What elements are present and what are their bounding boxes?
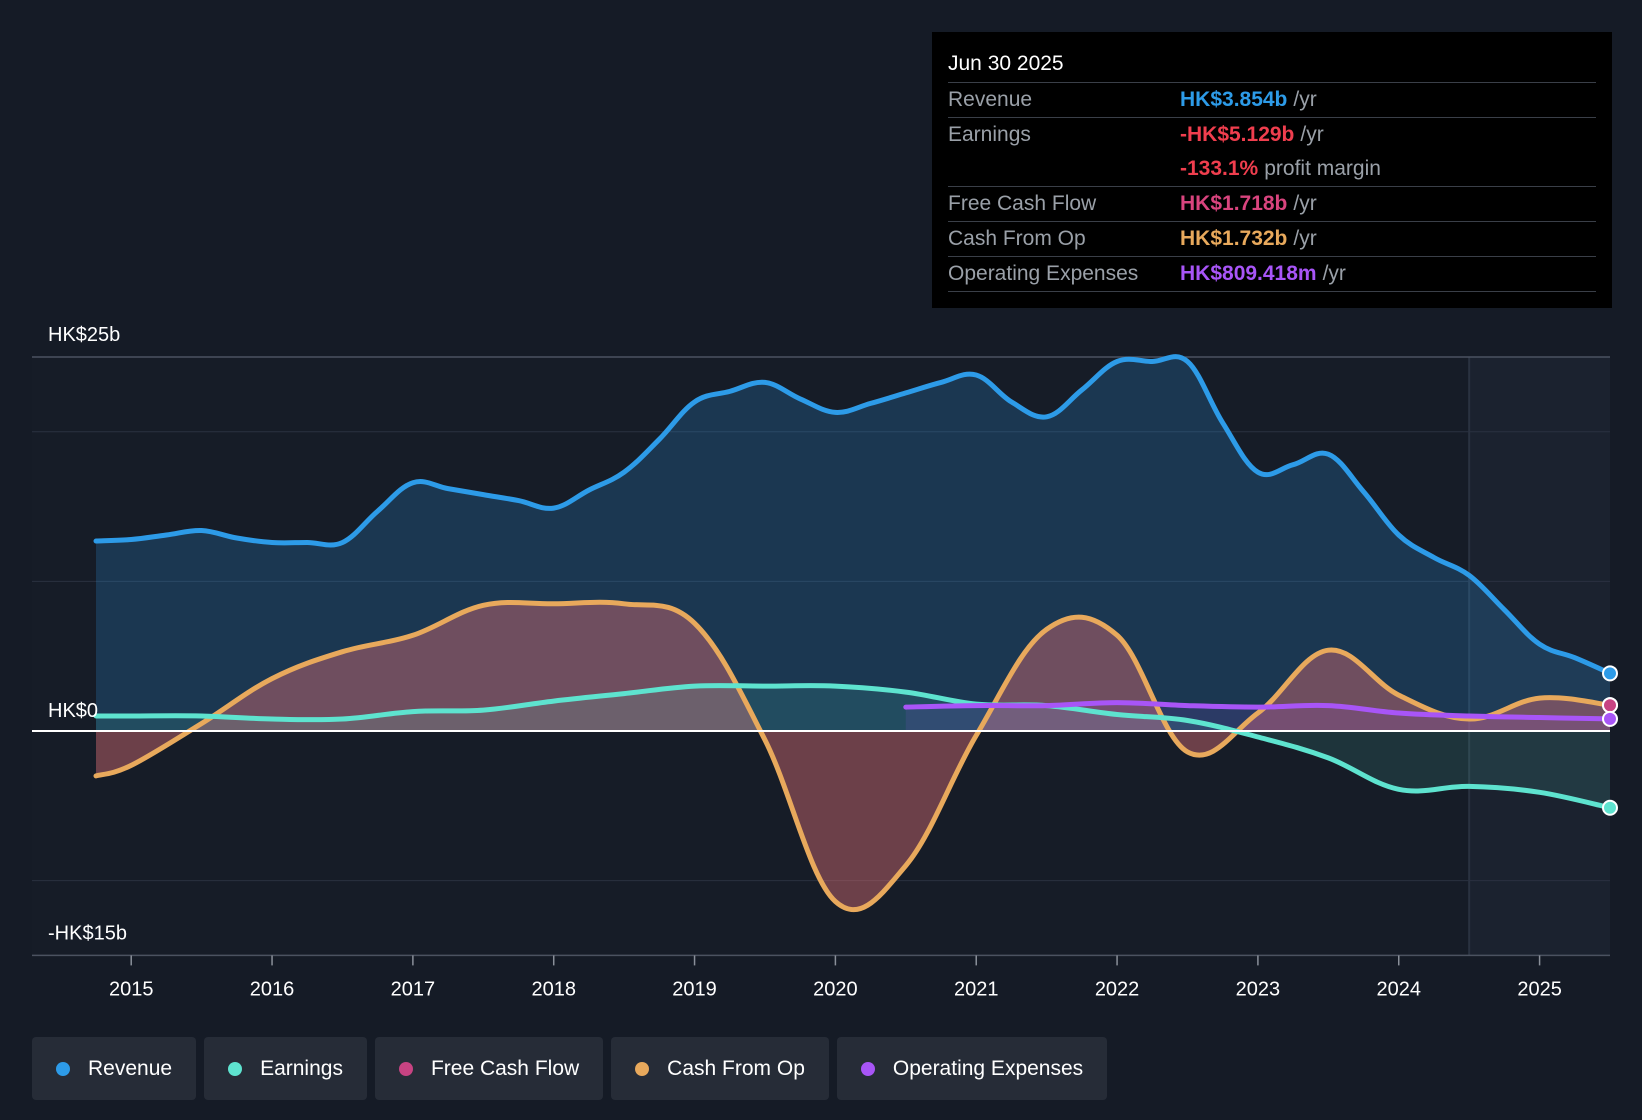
- area-free-cash-flow: [96, 602, 1610, 910]
- tooltip-row-profit-margin: -133.1% profit margin: [948, 152, 1596, 186]
- tooltip-value: HK$809.418m: [1180, 262, 1317, 285]
- tooltip-row-earnings: Earnings -HK$5.129b /yr: [948, 117, 1596, 152]
- x-tick-label: 2017: [391, 978, 436, 1000]
- legend-dot-icon: [635, 1061, 650, 1076]
- legend-dot-icon: [860, 1061, 875, 1076]
- x-tick-label: 2024: [1376, 978, 1421, 1000]
- end-marker-revenue[interactable]: [1602, 665, 1618, 682]
- tooltip-divider: [948, 291, 1596, 292]
- tooltip-value: -133.1%: [1180, 157, 1259, 180]
- y-axis-label: HK$25b: [48, 324, 120, 346]
- series-lines: [93, 354, 1613, 913]
- tooltip-value: -HK$5.129b: [1180, 123, 1295, 146]
- line-earnings: [93, 683, 1613, 811]
- legend-label: Revenue: [88, 1056, 173, 1080]
- series-areas: [96, 356, 1610, 910]
- forecast-region: [1469, 357, 1610, 956]
- x-tick-label: 2018: [531, 978, 576, 1000]
- x-tick-label: 2021: [954, 978, 999, 1000]
- legend-dot-icon: [398, 1061, 413, 1076]
- y-axis-label: HK$0: [48, 700, 98, 722]
- tooltip-value: HK$1.718b: [1180, 192, 1288, 215]
- x-tick-label: 2022: [1095, 978, 1140, 1000]
- end-markers[interactable]: [1602, 665, 1618, 816]
- tooltip-unit: /yr: [1293, 192, 1317, 215]
- legend-item-earnings[interactable]: Earnings: [204, 1037, 367, 1100]
- area-earnings: [96, 685, 1610, 808]
- x-tick-label: 2019: [672, 978, 717, 1000]
- tooltip-row-cash-from-op: Cash From Op HK$1.732b /yr: [948, 221, 1596, 256]
- x-tick-label: 2016: [250, 978, 295, 1000]
- end-marker-operating-expenses[interactable]: [1602, 710, 1618, 727]
- x-tick-label: 2015: [109, 978, 154, 1000]
- legend-item-revenue[interactable]: Revenue: [32, 1037, 197, 1100]
- legend-dot-icon: [228, 1061, 243, 1076]
- tooltip-unit: profit margin: [1264, 157, 1381, 180]
- area-cash-from-op: [96, 602, 1610, 910]
- tooltip-label: Revenue: [948, 88, 1033, 111]
- tooltip-unit: /yr: [1293, 227, 1317, 250]
- legend-dot-icon: [56, 1061, 70, 1076]
- line-operating-expenses: [903, 700, 1613, 722]
- legend-label: Cash From Op: [667, 1056, 805, 1080]
- tooltip-value: HK$1.732b: [1180, 227, 1288, 250]
- area-revenue: [96, 356, 1610, 731]
- tooltip-unit: /yr: [1300, 123, 1324, 146]
- tooltip-label: Free Cash Flow: [948, 192, 1097, 215]
- legend-label: Earnings: [260, 1056, 343, 1080]
- legend-item-free-cash-flow[interactable]: Free Cash Flow: [374, 1037, 604, 1100]
- tooltip-label: [948, 152, 1180, 186]
- x-tick-label: 2025: [1517, 978, 1562, 1000]
- legend-label: Free Cash Flow: [430, 1056, 580, 1080]
- legend: Revenue Earnings Free Cash Flow Cash Fro…: [32, 1037, 1108, 1100]
- legend-item-cash-from-op[interactable]: Cash From Op: [611, 1037, 829, 1100]
- y-axis-label: -HK$15b: [48, 922, 127, 944]
- legend-item-operating-expenses[interactable]: Operating Expenses: [836, 1037, 1108, 1100]
- x-tick-label: 2023: [1236, 978, 1281, 1000]
- axes: 2015 2016 2017 2018 2019 2020 2021 2022 2023 2024…: [32, 324, 1610, 1000]
- tooltip-row-revenue: Revenue HK$3.854b /yr: [948, 82, 1596, 117]
- tooltip-row-free-cash-flow: Free Cash Flow HK$1.718b /yr: [948, 186, 1596, 221]
- end-marker-earnings[interactable]: [1602, 799, 1618, 816]
- legend-label: Operating Expenses: [892, 1056, 1084, 1080]
- tooltip-value: HK$3.854b: [1180, 88, 1288, 111]
- tooltip: Jun 30 2025 Revenue HK$3.854b /yr Earnin…: [932, 32, 1612, 308]
- line-revenue: [93, 354, 1613, 676]
- tooltip-label: Earnings: [948, 123, 1031, 146]
- tooltip-unit: /yr: [1322, 262, 1346, 285]
- tooltip-label: Operating Expenses: [948, 262, 1139, 285]
- end-marker-free-cash-flow[interactable]: [1602, 697, 1618, 714]
- line-cash-from-op: [93, 599, 1613, 913]
- tooltip-unit: /yr: [1293, 88, 1317, 111]
- tooltip-row-operating-expenses: Operating Expenses HK$809.418m /yr: [948, 256, 1596, 291]
- x-tick-label: 2020: [813, 978, 858, 1000]
- tooltip-label: Cash From Op: [948, 227, 1086, 250]
- tooltip-date: Jun 30 2025: [948, 52, 1064, 75]
